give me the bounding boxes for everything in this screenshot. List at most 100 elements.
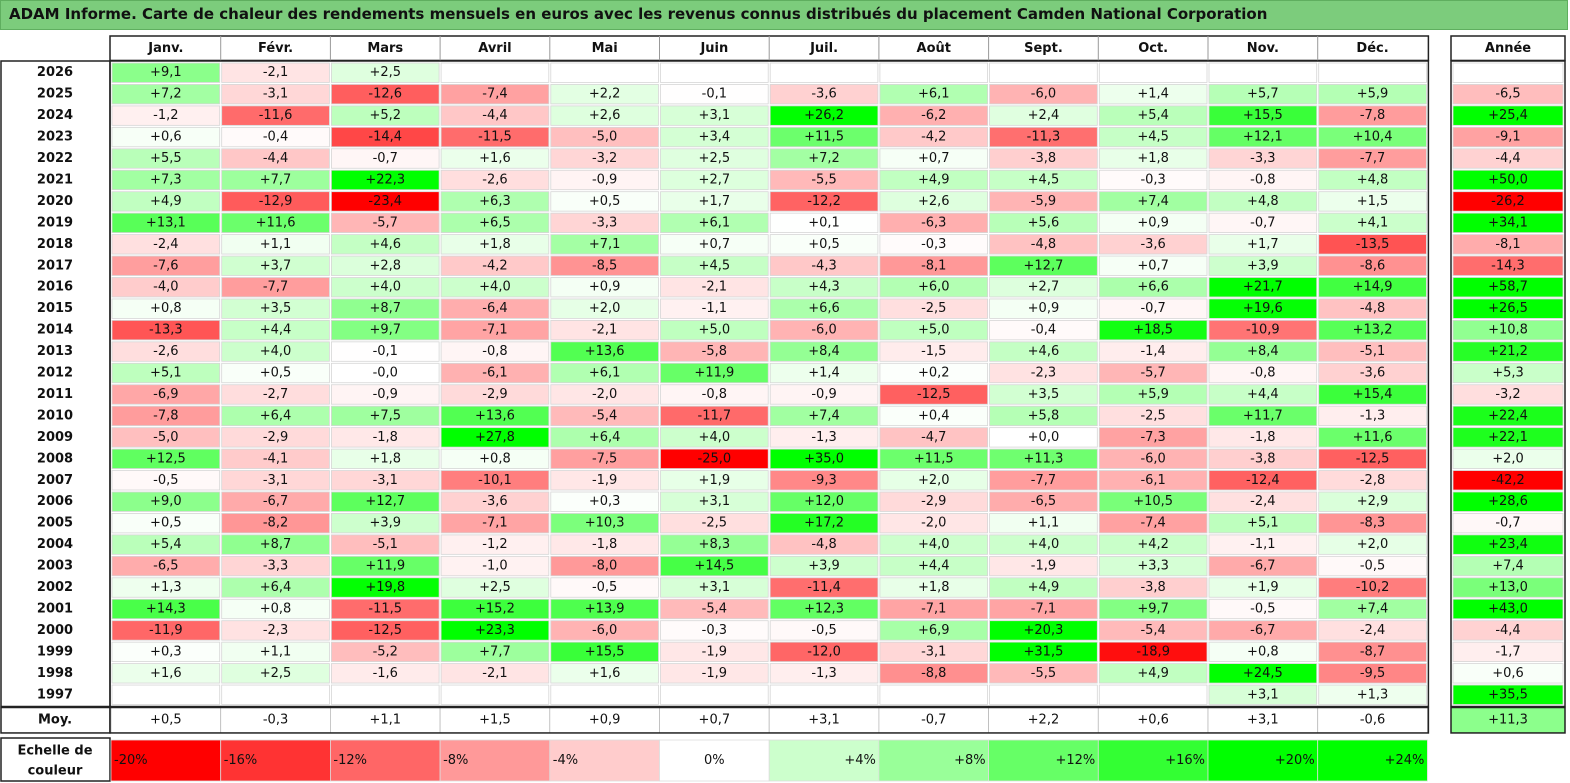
cell-value: -3,3 [592, 215, 617, 230]
annual-value: -42,2 [1491, 473, 1525, 488]
cell-value: +1,6 [150, 666, 182, 681]
heatmap-cell [440, 148, 550, 169]
heatmap-cell [1098, 620, 1208, 641]
cell-value: -4,0 [153, 280, 178, 295]
cell-value: +6,1 [699, 215, 731, 230]
annual-cell [1452, 555, 1564, 577]
cell-value: +12,7 [365, 494, 405, 509]
cell-value: +0,8 [479, 451, 511, 466]
heatmap-cell [1208, 234, 1318, 255]
title-bar: ADAM Informe. Carte de chaleur des rende… [0, 0, 1568, 30]
month-header-label: Nov. [1247, 41, 1279, 56]
heatmap-cell [440, 663, 550, 684]
heatmap-cell [989, 470, 1098, 491]
heatmap-cell [440, 620, 550, 641]
cell-value: -2,9 [482, 387, 507, 402]
cell-value: -6,0 [592, 623, 617, 638]
cell-value: +27,8 [475, 430, 515, 445]
heatmap-cell [769, 427, 879, 448]
heatmap-cell [769, 620, 879, 641]
heatmap-cell [989, 513, 1098, 534]
heatmap-cell [1208, 491, 1318, 512]
cell-value: +5,6 [1028, 215, 1060, 230]
cell-value: -0,8 [1250, 366, 1275, 381]
cell-value: -0,8 [1250, 172, 1275, 187]
cell-value: +0,8 [150, 301, 182, 316]
cell-value: +4,4 [1247, 387, 1279, 402]
heatmap-cell [879, 362, 989, 384]
heatmap-cell [111, 641, 221, 663]
cell-value: +14,3 [146, 601, 186, 616]
heatmap-cell [221, 148, 330, 169]
heatmap-cell [660, 105, 769, 126]
heatmap-cell [440, 255, 550, 276]
avg-value: -0,7 [921, 713, 946, 728]
heatmap-cell [111, 234, 221, 255]
cell-value: -5,7 [373, 215, 398, 230]
annual-cell [1452, 427, 1564, 448]
heatmap-cell [1318, 169, 1427, 191]
heatmap-cell [550, 169, 659, 191]
cell-value: -0,4 [1031, 323, 1056, 338]
year-label: 2026 [37, 65, 73, 80]
heatmap-cell [550, 470, 659, 491]
heatmap-cell [879, 448, 989, 469]
heatmap-cell [330, 470, 440, 491]
annual-cell [1452, 663, 1564, 684]
cell-value: +23,3 [475, 623, 515, 638]
scale-label: -16% [224, 753, 258, 768]
cell-value: +3,1 [1247, 687, 1279, 702]
heatmap-cell [550, 427, 659, 448]
cell-value: -7,1 [482, 516, 507, 531]
cell-value: +1,7 [699, 194, 731, 209]
annual-value: +58,7 [1488, 280, 1528, 295]
cell-value: -4,8 [1360, 301, 1385, 316]
heatmap-cell [1208, 513, 1318, 534]
cell-value: -4,2 [921, 130, 946, 145]
heatmap-cell [1098, 191, 1208, 212]
heatmap-cell [989, 212, 1098, 233]
heatmap-cell [1318, 384, 1427, 405]
cell-value: -2,3 [263, 623, 288, 638]
heatmap-cell [879, 191, 989, 212]
cell-value: -6,1 [1140, 473, 1165, 488]
heatmap-cell [111, 513, 221, 534]
cell-value: +11,7 [1243, 408, 1283, 423]
cell-value: +6,6 [808, 301, 840, 316]
heatmap-cell [221, 405, 330, 427]
heatmap-cell [111, 126, 221, 148]
scale-title-line: couleur [28, 764, 83, 779]
heatmap-cell [1318, 148, 1427, 169]
cell-value: +11,6 [1353, 430, 1393, 445]
cell-value: +8,7 [260, 537, 292, 552]
cell-value: -5,4 [1140, 623, 1165, 638]
cell-value: +0,9 [589, 280, 621, 295]
cell-value: +3,9 [369, 516, 401, 531]
heatmap-cell [1318, 126, 1427, 148]
cell-value: +3,5 [1028, 387, 1060, 402]
cell-value: -2,6 [153, 344, 178, 359]
heatmap-cell [1318, 534, 1427, 555]
heatmap-cell [440, 577, 550, 598]
cell-value: -5,5 [1031, 666, 1056, 681]
heatmap-cell [111, 491, 221, 512]
cell-value: +10,4 [1353, 130, 1393, 145]
cell-value: +6,4 [589, 430, 621, 445]
avg-annual-value: +11,3 [1488, 713, 1528, 728]
heatmap-cell [440, 427, 550, 448]
year-label: 2025 [37, 87, 73, 102]
cell-value: -0,9 [592, 172, 617, 187]
heatmap-cell [1098, 126, 1208, 148]
annual-value: +7,4 [1492, 559, 1524, 574]
avg-value: +3,1 [1247, 713, 1279, 728]
heatmap-cell [1208, 684, 1318, 705]
heatmap-cell [879, 298, 989, 319]
cell-value: +5,5 [150, 151, 182, 166]
heatmap-cell [660, 234, 769, 255]
cell-value: -7,3 [1140, 430, 1165, 445]
heatmap-cell [1208, 598, 1318, 620]
cell-value: +12,1 [1243, 130, 1283, 145]
heatmap-cell [330, 234, 440, 255]
heatmap-cell [879, 341, 989, 362]
avg-value: +1,1 [369, 713, 401, 728]
